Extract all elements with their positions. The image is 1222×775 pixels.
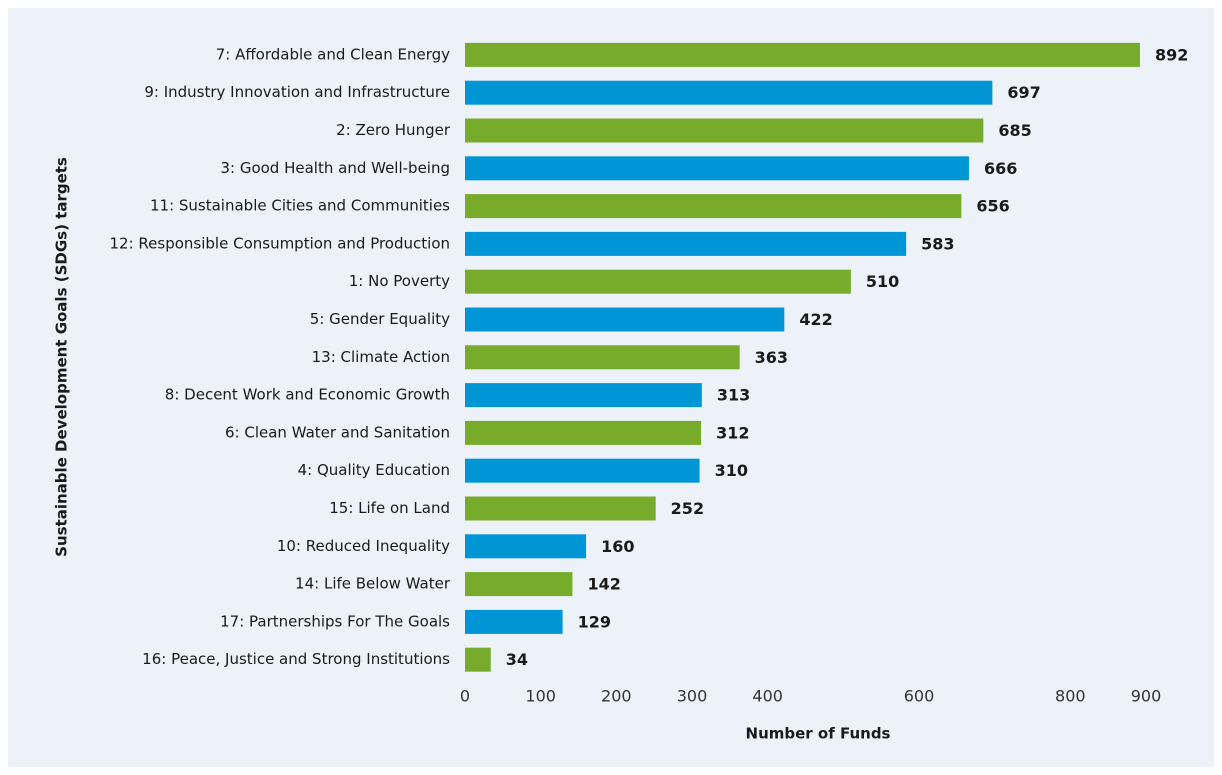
y-axis-title: Sustainable Development Goals (SDGs) tar… [53, 157, 71, 557]
x-tick-label: 400 [752, 687, 783, 706]
y-tick-label: 8: Decent Work and Economic Growth [165, 386, 450, 404]
bar [465, 194, 962, 219]
bar [465, 307, 785, 332]
bar [465, 458, 700, 483]
value-label: 685 [998, 121, 1031, 140]
bar [465, 269, 851, 294]
value-label: 697 [1007, 83, 1040, 102]
bar [465, 156, 969, 181]
bar [465, 345, 740, 370]
value-label: 656 [976, 197, 1009, 216]
y-tick-label: 4: Quality Education [298, 461, 450, 479]
x-axis-title: Number of Funds [746, 725, 891, 743]
x-tick-label: 900 [1131, 687, 1162, 706]
x-tick-label: 300 [677, 687, 708, 706]
bar [465, 231, 907, 256]
y-tick-label: 2: Zero Hunger [336, 121, 451, 139]
x-tick-label: 200 [601, 687, 632, 706]
y-tick-label: 9: Industry Innovation and Infrastructur… [144, 83, 450, 101]
bar [465, 118, 984, 143]
x-tick-label: 600 [904, 687, 935, 706]
value-label: 312 [716, 423, 749, 442]
y-tick-label: 3: Good Health and Well-being [220, 159, 450, 177]
value-label: 510 [866, 272, 899, 291]
value-label: 892 [1155, 45, 1188, 64]
bar [465, 42, 1140, 67]
value-label: 363 [755, 348, 788, 367]
bar [465, 496, 656, 521]
x-tick-label: 800 [1055, 687, 1086, 706]
value-label: 313 [717, 386, 750, 405]
x-tick-label: 0 [460, 687, 470, 706]
bar [465, 420, 702, 445]
value-label: 583 [921, 234, 954, 253]
y-tick-label: 6: Clean Water and Sanitation [225, 423, 450, 441]
y-tick-label: 1: No Poverty [349, 272, 450, 290]
y-tick-label: 10: Reduced Inequality [277, 537, 450, 555]
value-label: 310 [715, 461, 748, 480]
bar [465, 609, 563, 634]
x-tick-label: 100 [525, 687, 556, 706]
bar [465, 383, 702, 408]
value-label: 422 [799, 310, 832, 329]
y-tick-label: 14: Life Below Water [295, 575, 451, 593]
value-label: 252 [671, 499, 704, 518]
y-tick-label: 5: Gender Equality [310, 310, 450, 328]
bar [465, 80, 993, 105]
bar [465, 572, 573, 597]
bar [465, 534, 587, 559]
value-label: 666 [984, 159, 1017, 178]
y-tick-label: 17: Partnerships For The Goals [220, 612, 450, 630]
y-tick-label: 12: Responsible Consumption and Producti… [110, 234, 450, 252]
bar [465, 647, 491, 672]
value-label: 129 [578, 612, 611, 631]
y-tick-label: 7: Affordable and Clean Energy [216, 45, 450, 63]
value-label: 142 [587, 575, 620, 594]
y-tick-label: 11: Sustainable Cities and Communities [150, 197, 450, 215]
value-label: 34 [506, 650, 528, 669]
y-tick-label: 16: Peace, Justice and Strong Institutio… [142, 650, 450, 668]
value-label: 160 [601, 537, 634, 556]
y-tick-label: 15: Life on Land [329, 499, 450, 517]
y-tick-label: 13: Climate Action [312, 348, 450, 366]
